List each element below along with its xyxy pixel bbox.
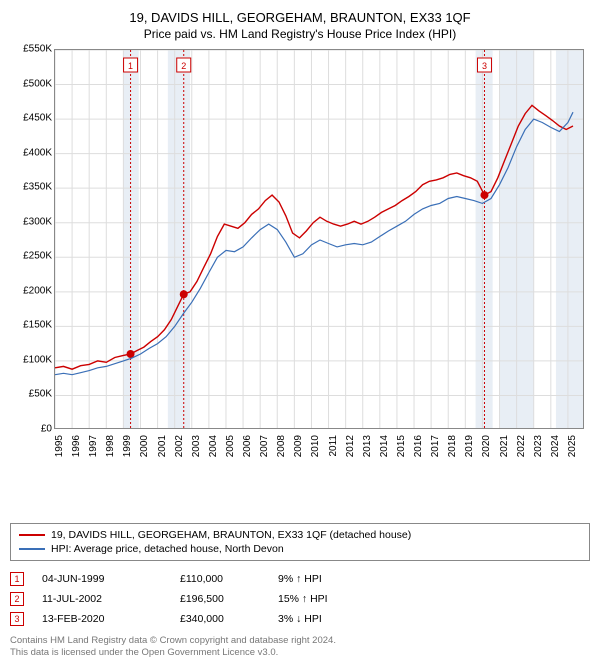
- x-tick-label: 2002: [174, 435, 185, 457]
- chart-area: £0 £50K £100K £150K £200K £250K £300K £350K £400…: [10, 49, 590, 473]
- x-tick-label: 2009: [293, 435, 304, 457]
- transaction-row: 1 04-JUN-1999 £110,000 9% ↑ HPI: [10, 569, 590, 589]
- y-tick-label: £150K: [23, 320, 52, 331]
- legend-row: 19, DAVIDS HILL, GEORGEHAM, BRAUNTON, EX…: [19, 528, 581, 542]
- x-tick-label: 2012: [345, 435, 356, 457]
- x-tick-label: 2018: [447, 435, 458, 457]
- x-tick-label: 2004: [208, 435, 219, 457]
- transaction-marker: 1: [10, 572, 24, 586]
- x-tick-label: 1999: [122, 435, 133, 457]
- chart-title: 19, DAVIDS HILL, GEORGEHAM, BRAUNTON, EX…: [10, 10, 590, 25]
- footer-line-2: This data is licensed under the Open Gov…: [10, 647, 590, 659]
- transaction-row: 3 13-FEB-2020 £340,000 3% ↓ HPI: [10, 609, 590, 629]
- y-tick-label: £450K: [23, 113, 52, 124]
- x-tick-label: 2011: [328, 435, 339, 457]
- x-tick-label: 2005: [225, 435, 236, 457]
- legend-swatch: [19, 548, 45, 550]
- x-tick-label: 2015: [396, 435, 407, 457]
- y-tick-label: £0: [41, 424, 52, 435]
- transactions-table: 1 04-JUN-1999 £110,000 9% ↑ HPI 2 11-JUL-2002…: [10, 569, 590, 629]
- x-tick-label: 2019: [464, 435, 475, 457]
- x-tick-label: 2014: [379, 435, 390, 457]
- chart-subtitle: Price paid vs. HM Land Registry's House …: [10, 27, 590, 41]
- legend-swatch: [19, 534, 45, 536]
- x-tick-label: 1996: [71, 435, 82, 457]
- legend: 19, DAVIDS HILL, GEORGEHAM, BRAUNTON, EX…: [10, 523, 590, 561]
- x-tick-label: 1995: [54, 435, 65, 457]
- svg-text:2: 2: [181, 61, 186, 71]
- x-tick-label: 2023: [533, 435, 544, 457]
- y-tick-label: £300K: [23, 216, 52, 227]
- x-tick-label: 2021: [499, 435, 510, 457]
- x-tick-label: 2013: [362, 435, 373, 457]
- x-tick-label: 2017: [430, 435, 441, 457]
- chart-container: 19, DAVIDS HILL, GEORGEHAM, BRAUNTON, EX…: [0, 0, 600, 666]
- y-tick-label: £200K: [23, 285, 52, 296]
- x-tick-label: 2022: [516, 435, 527, 457]
- x-tick-label: 2008: [276, 435, 287, 457]
- footer-line-1: Contains HM Land Registry data © Crown c…: [10, 635, 590, 647]
- footer-attribution: Contains HM Land Registry data © Crown c…: [10, 635, 590, 660]
- y-tick-label: £100K: [23, 354, 52, 365]
- legend-label: 19, DAVIDS HILL, GEORGEHAM, BRAUNTON, EX…: [51, 529, 411, 541]
- x-tick-label: 2000: [139, 435, 150, 457]
- x-tick-label: 2025: [567, 435, 578, 457]
- transaction-row: 2 11-JUL-2002 £196,500 15% ↑ HPI: [10, 589, 590, 609]
- x-tick-label: 2020: [481, 435, 492, 457]
- x-tick-label: 1998: [105, 435, 116, 457]
- transaction-date: 04-JUN-1999: [42, 573, 162, 585]
- y-tick-label: £500K: [23, 78, 52, 89]
- y-tick-label: £350K: [23, 182, 52, 193]
- transaction-date: 11-JUL-2002: [42, 593, 162, 605]
- transaction-price: £196,500: [180, 593, 260, 605]
- x-tick-label: 2001: [157, 435, 168, 457]
- x-axis-labels: 1995 1996 1997 1998 1999 2000 2001 2002 2003 2004…: [54, 431, 584, 471]
- legend-row: HPI: Average price, detached house, Nort…: [19, 542, 581, 556]
- x-tick-label: 2016: [413, 435, 424, 457]
- transaction-price: £110,000: [180, 573, 260, 585]
- x-tick-label: 2007: [259, 435, 270, 457]
- svg-text:3: 3: [482, 61, 487, 71]
- x-tick-label: 2024: [550, 435, 561, 457]
- y-axis-labels: £0£50K£100K£150K£200K£250K£300K£350K£400…: [10, 49, 54, 429]
- transaction-date: 13-FEB-2020: [42, 613, 162, 625]
- x-tick-label: 2003: [191, 435, 202, 457]
- y-tick-label: £250K: [23, 251, 52, 262]
- y-tick-label: £50K: [29, 389, 52, 400]
- x-tick-label: 2006: [242, 435, 253, 457]
- x-tick-label: 1997: [88, 435, 99, 457]
- x-tick-label: 2010: [310, 435, 321, 457]
- y-tick-label: £400K: [23, 147, 52, 158]
- svg-text:1: 1: [128, 61, 133, 71]
- y-tick-label: £550K: [23, 44, 52, 55]
- transaction-delta: 9% ↑ HPI: [278, 573, 368, 585]
- transaction-delta: 3% ↓ HPI: [278, 613, 368, 625]
- plot-svg: 1 2 3: [54, 49, 584, 429]
- transaction-marker: 2: [10, 592, 24, 606]
- transaction-price: £340,000: [180, 613, 260, 625]
- transaction-delta: 15% ↑ HPI: [278, 593, 368, 605]
- legend-label: HPI: Average price, detached house, Nort…: [51, 543, 284, 555]
- transaction-marker: 3: [10, 612, 24, 626]
